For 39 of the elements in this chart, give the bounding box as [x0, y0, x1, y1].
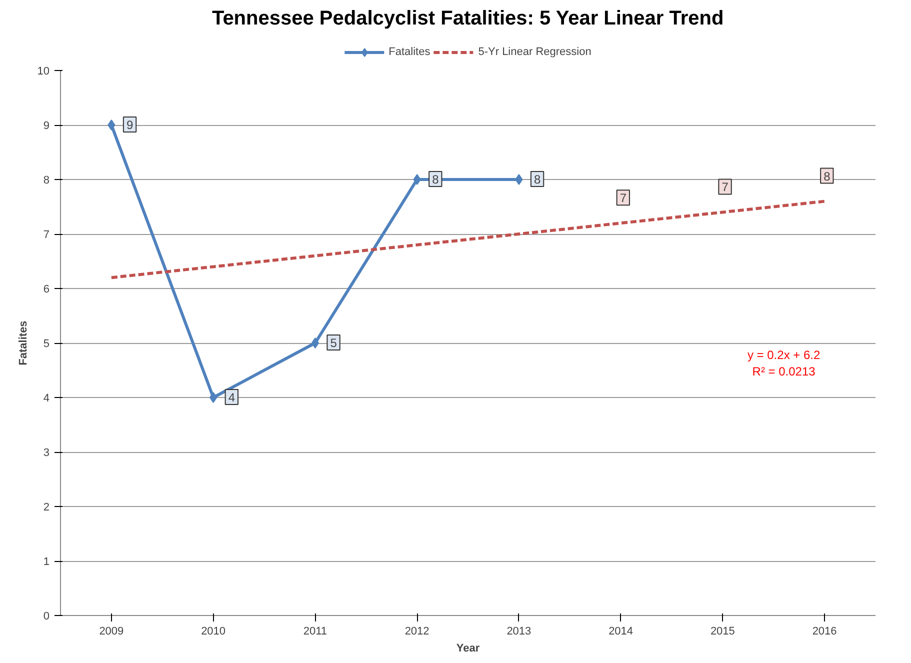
- y-tick-label: 0: [43, 610, 50, 622]
- x-tick-label: 2012: [404, 626, 430, 638]
- y-tick-label: 2: [43, 502, 50, 514]
- annotation: R² = 0.0213: [752, 364, 816, 378]
- y-tick-label: 7: [43, 229, 50, 241]
- y-tick-label: 4: [43, 392, 50, 404]
- legend-label: 5-Yr Linear Regression: [478, 46, 592, 58]
- chart-title: Tennessee Pedalcyclist Fatalities: 5 Year Linear Trend: [212, 8, 724, 30]
- data-label: 8: [534, 172, 541, 186]
- y-tick-label: 10: [37, 66, 50, 78]
- y-axis-title: Fatalites: [17, 320, 30, 366]
- y-tick-label: 6: [43, 284, 50, 296]
- data-label: 8: [824, 169, 831, 184]
- data-label: 9: [126, 118, 134, 132]
- x-tick-label: 2014: [608, 626, 634, 638]
- x-tick-label: 2013: [506, 626, 532, 638]
- y-tick-label: 1: [43, 556, 50, 568]
- data-label: 5: [330, 336, 338, 350]
- point: [413, 174, 421, 185]
- data-label: 8: [432, 172, 440, 186]
- legend-label: Fatalites: [388, 46, 430, 58]
- point: [209, 392, 218, 403]
- point: [108, 120, 116, 130]
- point: [311, 338, 320, 348]
- x-tick-label: 2009: [99, 626, 124, 638]
- x-tick-label: 2010: [201, 626, 226, 638]
- x-axis-title: Year: [456, 642, 480, 654]
- y-tick-label: 3: [43, 447, 50, 459]
- data-label: 4: [228, 390, 236, 404]
- y-tick-label: 5: [43, 338, 50, 350]
- x-tick-label: 2011: [303, 626, 328, 638]
- data-label: 7: [620, 191, 627, 206]
- y-tick-label: 9: [43, 120, 50, 132]
- x-tick-label: 2016: [812, 626, 837, 638]
- x-tick-label: 2015: [710, 626, 735, 638]
- data-label: 7: [722, 180, 729, 194]
- point: [515, 174, 523, 185]
- annotation: y = 0.2x + 6.2: [747, 348, 820, 362]
- y-tick-label: 8: [43, 174, 50, 186]
